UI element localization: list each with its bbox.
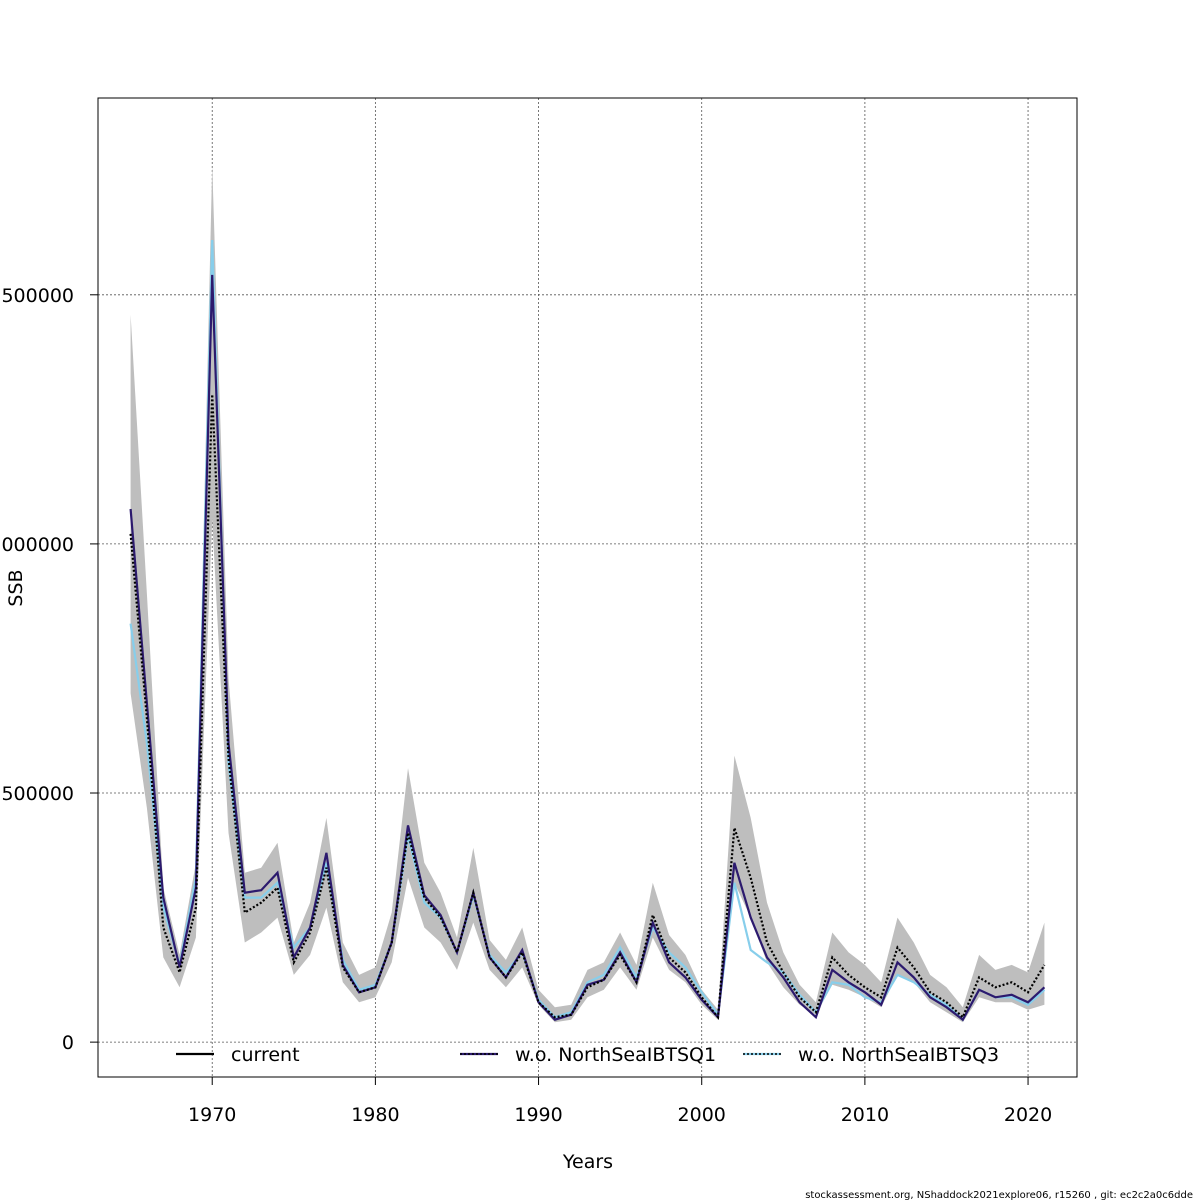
confidence-band	[130, 165, 1045, 1023]
footer-text: stockassessment.org, NShaddock2021explor…	[805, 1190, 1193, 1200]
legend-label: w.o. NorthSeaIBTSQ1	[515, 1044, 716, 1066]
legend: current w.o. NorthSeaIBTSQ1 w.o. NorthSeaI…	[176, 1044, 999, 1066]
y-tick-label: 1500000	[0, 285, 74, 307]
x-tick-label: 1970	[188, 1104, 236, 1126]
x-axis-label: Years	[562, 1151, 613, 1173]
series-line-current	[129, 394, 1046, 1020]
legend-label: w.o. NorthSeaIBTSQ3	[798, 1044, 999, 1066]
y-tick-label: 0	[62, 1032, 74, 1054]
series-lines	[129, 239, 1046, 1022]
y-axis: 0 500000 1000000 1500000	[0, 285, 98, 1054]
y-tick-label: 1000000	[0, 534, 74, 556]
x-tick-label: 1980	[351, 1104, 399, 1126]
y-axis-label: SSB	[5, 569, 27, 606]
x-tick-label: 2020	[1004, 1104, 1052, 1126]
series-line-q1	[129, 274, 1046, 1022]
x-tick-label: 2010	[841, 1104, 889, 1126]
y-tick-label: 500000	[1, 783, 74, 805]
x-tick-label: 1990	[514, 1104, 562, 1126]
confidence-band-area	[130, 165, 1045, 1023]
grid-lines	[98, 98, 1077, 1077]
x-tick-label: 2000	[678, 1104, 726, 1126]
x-axis: 1970 1980 1990 2000 2010 2020	[188, 1077, 1052, 1126]
legend-label: current	[231, 1044, 300, 1066]
plot-frame	[97, 97, 1078, 1078]
